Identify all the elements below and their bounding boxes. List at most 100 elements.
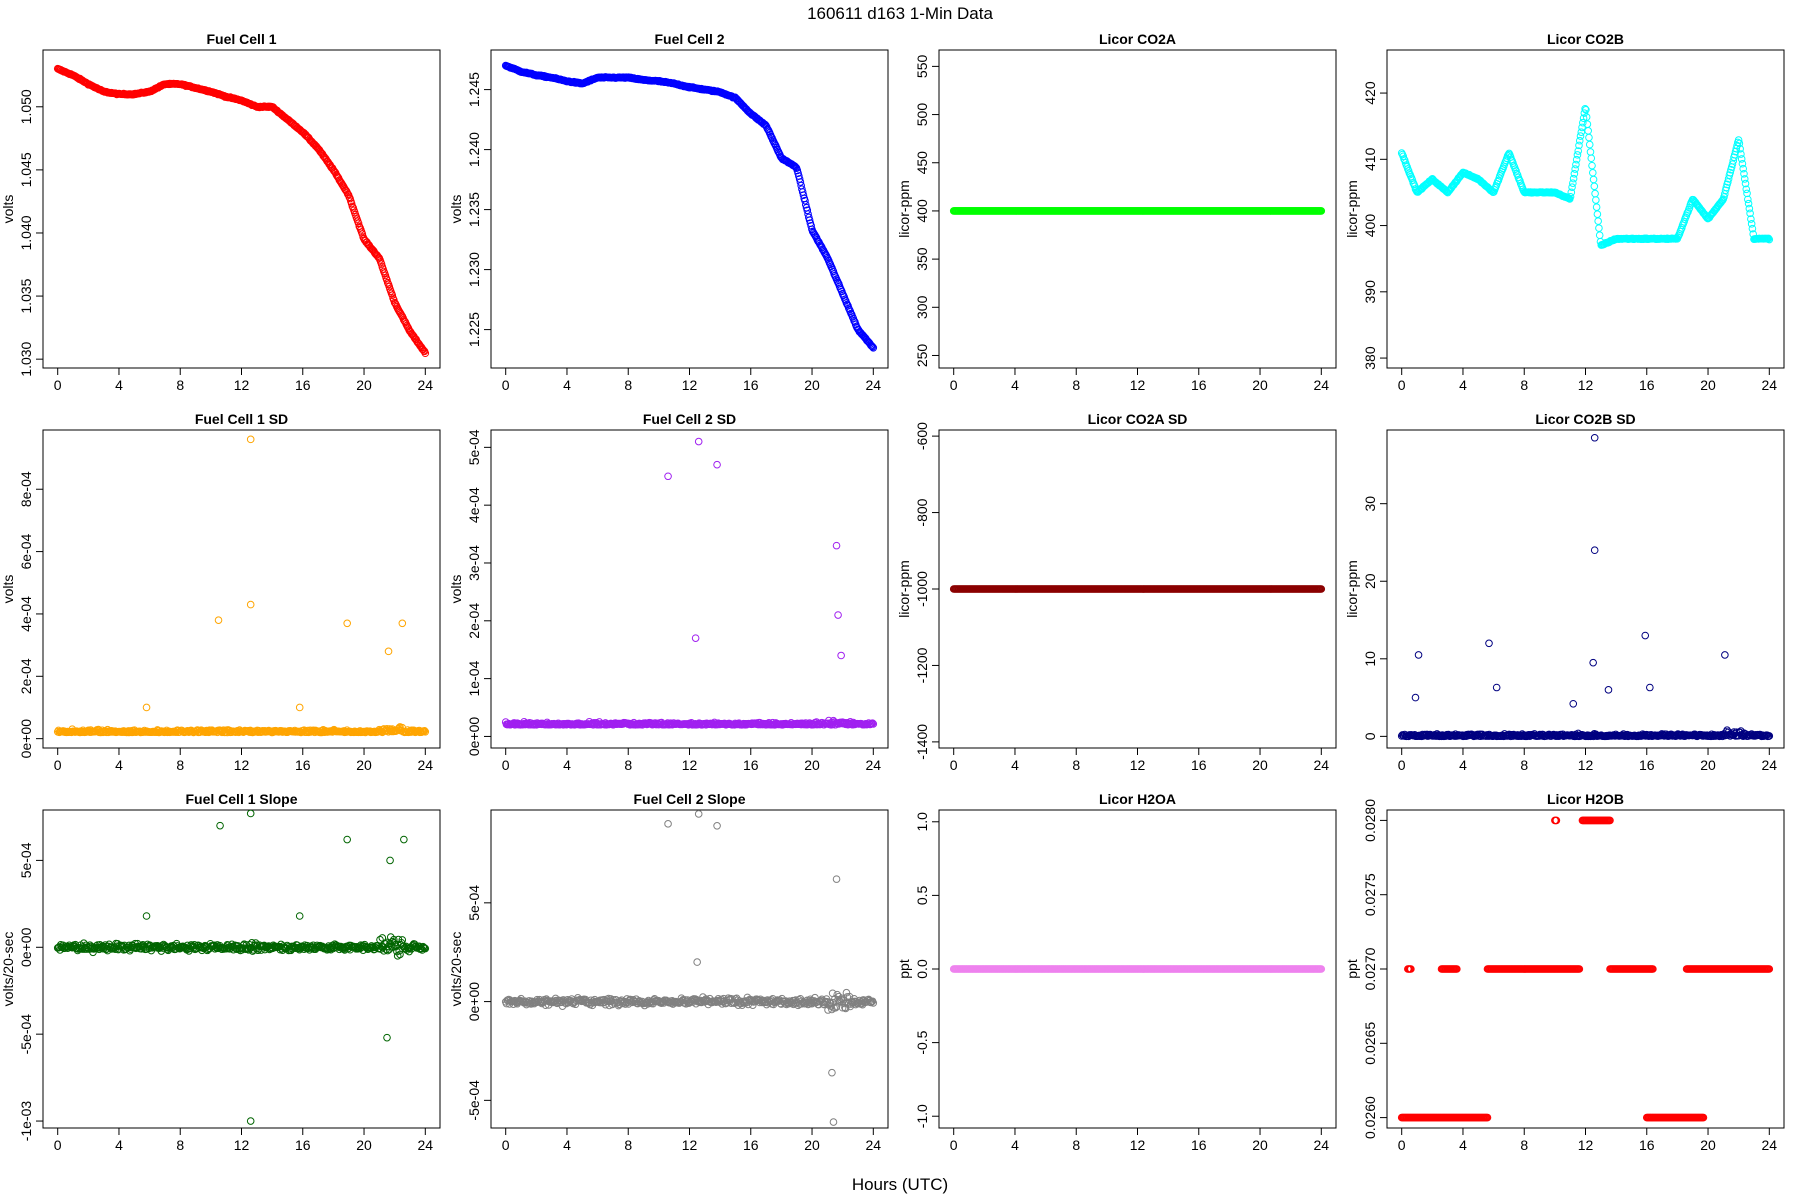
y-tick-label: 450 — [914, 151, 930, 175]
panel-fc1: Fuel Cell 10 4 8 12 16 20 241.0301.0351.0401.0… — [0, 31, 441, 393]
data-point — [1724, 178, 1732, 186]
y-tick-label: 1.050 — [18, 89, 34, 124]
y-tick-label: -600 — [914, 422, 930, 450]
y-tick-label: -1e-03 — [18, 1101, 34, 1142]
y-tick-label: 1.030 — [18, 341, 34, 376]
x-tick-label: 16 — [295, 377, 311, 393]
x-tick-label: 12 — [234, 1137, 250, 1153]
y-tick-label: 20 — [1362, 573, 1378, 589]
x-tick-label: 12 — [682, 377, 698, 393]
data-point — [1646, 683, 1654, 692]
data-point — [1589, 175, 1598, 184]
x-tick-label: 8 — [624, 377, 632, 393]
data-point — [805, 216, 814, 224]
points-fc1sd — [53, 435, 430, 737]
data-point — [1587, 154, 1596, 163]
data-point — [1492, 683, 1501, 692]
data-point — [1728, 160, 1737, 168]
data-point — [376, 935, 384, 944]
x-tick-label: 0 — [502, 757, 510, 773]
plot-frame — [1386, 429, 1785, 749]
x-tick-label: 12 — [682, 1137, 698, 1153]
data-point — [1594, 217, 1602, 225]
data-point — [794, 169, 802, 177]
y-tick-label: 420 — [1362, 81, 1378, 105]
data-point — [832, 541, 841, 550]
y-tick-label: 400 — [914, 199, 930, 223]
data-point — [1737, 155, 1746, 163]
data-point — [867, 342, 876, 350]
data-point — [807, 222, 815, 230]
data-point — [419, 345, 427, 354]
data-point — [867, 341, 875, 350]
x-tick-label: 0 — [950, 377, 958, 393]
data-point — [691, 634, 700, 642]
panel-title: Licor CO2B SD — [1535, 411, 1635, 427]
y-axis-label: licor-ppm — [1344, 560, 1360, 618]
x-tick-label: 4 — [115, 377, 123, 393]
data-point — [799, 191, 808, 199]
data-point — [1588, 168, 1597, 177]
x-tick-label: 12 — [234, 757, 250, 773]
points-co2asd — [949, 585, 1326, 593]
y-tick-label: 0e+00 — [466, 717, 482, 757]
x-tick-label: 8 — [624, 1137, 632, 1153]
y-tick-label: 2e-04 — [18, 658, 34, 694]
data-point — [1572, 160, 1580, 169]
y-tick-label: 390 — [1362, 280, 1378, 304]
x-tick-label: 12 — [234, 377, 250, 393]
y-tick-label: 4e-04 — [466, 487, 482, 523]
data-point — [89, 948, 97, 957]
x-tick-label: 20 — [356, 1137, 372, 1153]
x-tick-label: 24 — [418, 757, 434, 773]
data-point — [1604, 686, 1613, 694]
points-fc2slope — [501, 810, 878, 1126]
data-point — [1717, 197, 1726, 205]
data-point — [386, 856, 394, 865]
data-point — [1590, 433, 1599, 442]
data-point — [1745, 204, 1754, 213]
data-point — [1764, 234, 1773, 243]
data-point — [1577, 128, 1586, 136]
x-tick-label: 4 — [1011, 377, 1019, 393]
data-point — [1595, 224, 1603, 232]
panel-title: Licor CO2A SD — [1088, 411, 1188, 427]
panel-title: Licor CO2B — [1547, 31, 1624, 47]
data-point — [142, 912, 151, 920]
x-tick-label: 8 — [176, 757, 184, 773]
data-point — [388, 291, 397, 299]
data-point — [1583, 120, 1592, 128]
data-point — [1740, 169, 1748, 178]
panel-fc1sd: Fuel Cell 1 SD0 4 8 12 16 20 240e+002e-044e-04… — [0, 411, 441, 773]
data-point — [869, 720, 878, 728]
y-tick-label: 1.045 — [18, 152, 34, 187]
y-tick-label: 5e-04 — [18, 842, 34, 878]
data-point — [796, 178, 805, 186]
data-point — [801, 196, 809, 205]
y-tick-label: 5e-04 — [466, 429, 482, 465]
data-point — [1569, 179, 1577, 188]
data-point — [1411, 693, 1420, 702]
y-tick-label: 30 — [1362, 496, 1378, 512]
plot-frame — [490, 809, 889, 1129]
x-tick-label: 24 — [1314, 377, 1330, 393]
data-point — [791, 162, 799, 171]
data-point — [216, 821, 224, 830]
data-point — [1485, 639, 1493, 648]
data-point — [419, 942, 427, 951]
x-tick-label: 24 — [418, 1137, 434, 1153]
data-point — [1718, 196, 1727, 205]
points-fc1slope — [53, 810, 430, 1125]
y-tick-label: 380 — [1362, 346, 1378, 370]
data-point — [1571, 165, 1579, 173]
data-point — [713, 460, 721, 469]
data-point — [396, 950, 404, 959]
y-tick-label: 4e-04 — [18, 596, 34, 632]
panel-title: Fuel Cell 1 — [206, 31, 276, 47]
y-axis-label: volts/20-sec — [448, 932, 464, 1007]
panel-title: Licor CO2A — [1099, 31, 1176, 47]
panel-fc2sd: Fuel Cell 2 SD0 4 8 12 16 20 240e+001e-042e-04… — [448, 411, 889, 773]
data-point — [1743, 189, 1751, 198]
